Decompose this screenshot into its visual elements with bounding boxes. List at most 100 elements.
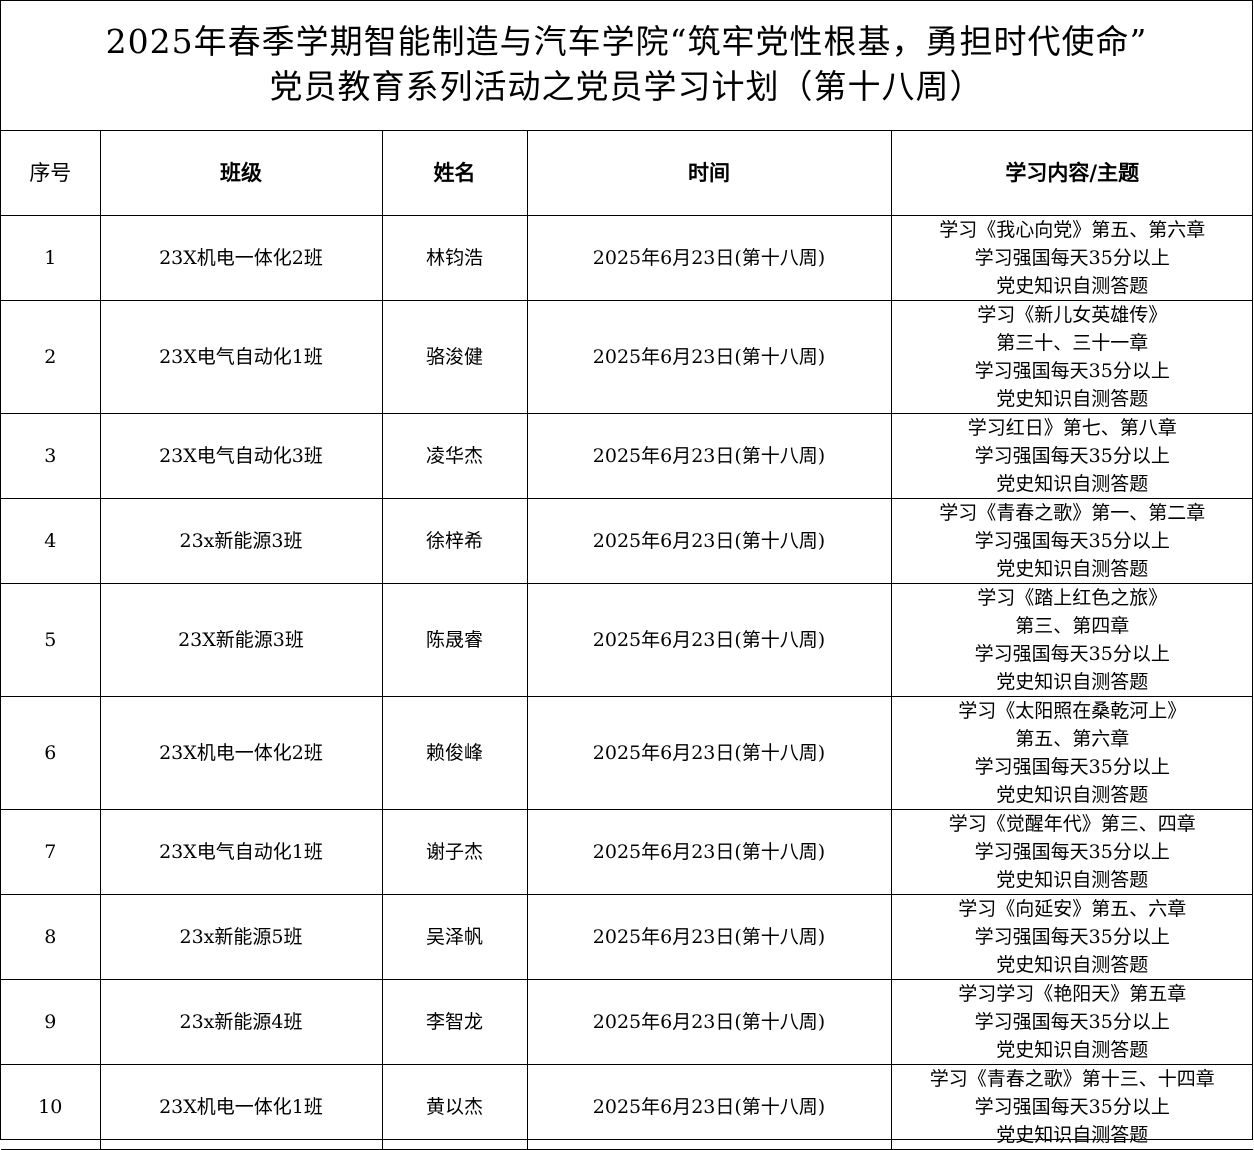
row-time: 2025年6月23日(第十八周) [526,696,892,810]
row-content: 学习《青春之歌》第十三、十四章 学习强国每天35分以上 党史知识自测答题 [890,1064,1253,1150]
row-number: 2 [1,300,101,414]
content-line: 学习《觉醒年代》第三、四章 [948,813,1196,835]
row-name: 黄以杰 [381,1064,528,1150]
row-time: 2025年6月23日(第十八周) [526,1064,892,1150]
row-content: 学习《我心向党》第五、第六章 学习强国每天35分以上 党史知识自测答题 [890,215,1253,301]
row-class: 23X机电一体化1班 [99,1064,383,1150]
content-line: 学习《向延安》第五、六章 [958,898,1187,920]
header-number: 序号 [1,131,101,216]
content-line: 党史知识自测答题 [996,1124,1149,1146]
row-time: 2025年6月23日(第十八周) [526,979,892,1065]
row-time: 2025年6月23日(第十八周) [526,498,892,584]
content-line: 学习强国每天35分以上 [974,643,1170,665]
row-class: 23X机电一体化2班 [99,215,383,301]
row-name: 赖俊峰 [381,696,528,810]
header-class: 班级 [99,131,383,216]
table-row: 2 23X电气自动化1班 骆浚健 2025年6月23日(第十八周) 学习《新儿女英雄传》… [1,300,1253,414]
row-class: 23X电气自动化1班 [99,300,383,414]
row-class: 23x新能源3班 [99,498,383,584]
content-line: 学习学习《艳阳天》第五章 [958,983,1187,1005]
row-number: 10 [1,1064,101,1150]
row-number: 3 [1,413,101,499]
content-line: 党史知识自测答题 [996,784,1149,806]
content-line: 学习强国每天35分以上 [974,530,1170,552]
title-line-2: 党员教育系列活动之党员学习计划（第十八周） [269,67,984,106]
row-content: 学习《新儿女英雄传》 第三十、三十一章 学习强国每天35分以上 党史知识自测答题 [890,300,1253,414]
row-number: 5 [1,583,101,697]
row-class: 23X机电一体化2班 [99,696,383,810]
content-line: 学习强国每天35分以上 [974,445,1170,467]
row-number: 9 [1,979,101,1065]
row-time: 2025年6月23日(第十八周) [526,300,892,414]
content-line: 党史知识自测答题 [996,1039,1149,1061]
table-row: 6 23X机电一体化2班 赖俊峰 2025年6月23日(第十八周) 学习《太阳照在桑乾河… [1,696,1253,810]
row-name: 谢子杰 [381,809,528,895]
header-name: 姓名 [381,131,528,216]
content-line: 学习强国每天35分以上 [974,841,1170,863]
row-content: 学习《踏上红色之旅》 第三、第四章学习强国每天35分以上 党史知识自测答题 [890,583,1253,697]
study-plan-table: 序号 班级 姓名 时间 学习内容/主题 1 23X机电一体化2班 林钧浩 2025年6… [1,131,1253,1150]
content-line: 学习《青春之歌》第十三、十四章 [929,1068,1215,1090]
row-time: 2025年6月23日(第十八周) [526,894,892,980]
content-line: 党史知识自测答题 [996,388,1149,410]
row-name: 李智龙 [381,979,528,1065]
table-row: 1 23X机电一体化2班 林钧浩 2025年6月23日(第十八周) 学习《我心向党》第五… [1,215,1253,301]
row-number: 4 [1,498,101,584]
title-line-1: 2025年春季学期智能制造与汽车学院“筑牢党性根基，勇担时代使命” [105,22,1148,61]
row-content: 学习《青春之歌》第一、第二章 学习强国每天35分以上 党史知识自测答题 [890,498,1253,584]
table-row: 4 23x新能源3班 徐梓希 2025年6月23日(第十八周) 学习《青春之歌》第一、第… [1,498,1253,584]
document-title: 2025年春季学期智能制造与汽车学院“筑牢党性根基，勇担时代使命” 党员教育系列… [1,1,1252,131]
row-time: 2025年6月23日(第十八周) [526,215,892,301]
content-line: 学习《新儿女英雄传》 [977,304,1168,326]
row-number: 8 [1,894,101,980]
content-line: 学习《踏上红色之旅》 [977,587,1168,609]
content-line: 党史知识自测答题 [996,275,1149,297]
table-row: 7 23X电气自动化1班 谢子杰 2025年6月23日(第十八周) 学习《觉醒年代》第三… [1,809,1253,895]
content-line: 党史知识自测答题 [996,671,1149,693]
content-line: 党史知识自测答题 [996,558,1149,580]
table-row: 5 23X新能源3班 陈晟睿 2025年6月23日(第十八周) 学习《踏上红色之旅》 第三… [1,583,1253,697]
content-line: 党史知识自测答题 [996,473,1149,495]
content-line: 学习强国每天35分以上 [974,360,1170,382]
table-row: 3 23X电气自动化3班 凌华杰 2025年6月23日(第十八周) 学习红日》第七、第八… [1,413,1253,499]
row-content: 学习学习《艳阳天》第五章 学习强国每天35分以上 党史知识自测答题 [890,979,1253,1065]
content-line: 第三十、三十一章 [996,332,1149,354]
row-content: 学习红日》第七、第八章 学习强国每天35分以上 党史知识自测答题 [890,413,1253,499]
content-line: 学习强国每天35分以上 [974,926,1170,948]
row-number: 1 [1,215,101,301]
table-row: 8 23x新能源5班 吴泽帆 2025年6月23日(第十八周) 学习《向延安》第五、六章… [1,894,1253,980]
row-name: 陈晟睿 [381,583,528,697]
row-name: 徐梓希 [381,498,528,584]
content-line: 学习强国每天35分以上 [974,1011,1170,1033]
content-line: 党史知识自测答题 [996,869,1149,891]
row-class: 23x新能源4班 [99,979,383,1065]
row-name: 林钧浩 [381,215,528,301]
header-content: 学习内容/主题 [890,131,1253,216]
content-line: 学习强国每天35分以上 [974,756,1170,778]
content-line: 学习《我心向党》第五、第六章 [939,219,1206,241]
row-number: 7 [1,809,101,895]
content-line: 学习《青春之歌》第一、第二章 [939,502,1206,524]
row-content: 学习《太阳照在桑乾河上》 第五、第六章 学习强国每天35分以上 党史知识自测答题 [890,696,1253,810]
content-line: 党史知识自测答题 [996,954,1149,976]
content-line: 学习强国每天35分以上 [974,1096,1170,1118]
row-class: 23x新能源5班 [99,894,383,980]
row-time: 2025年6月23日(第十八周) [526,809,892,895]
content-line: 学习强国每天35分以上 [974,247,1170,269]
content-line: 第三、第四章 [1015,615,1130,637]
row-number: 6 [1,696,101,810]
table-row: 9 23x新能源4班 李智龙 2025年6月23日(第十八周) 学习学习《艳阳天》第五章… [1,979,1253,1065]
row-class: 23X电气自动化3班 [99,413,383,499]
row-time: 2025年6月23日(第十八周) [526,413,892,499]
table-row: 10 23X机电一体化1班 黄以杰 2025年6月23日(第十八周) 学习《青春之歌》第… [1,1064,1253,1150]
content-line: 学习红日》第七、第八章 [967,417,1177,439]
content-line: 第五、第六章 [1015,728,1130,750]
row-content: 学习《觉醒年代》第三、四章 学习强国每天35分以上 党史知识自测答题 [890,809,1253,895]
row-name: 凌华杰 [381,413,528,499]
table-header-row: 序号 班级 姓名 时间 学习内容/主题 [1,131,1253,216]
row-class: 23X新能源3班 [99,583,383,697]
row-class: 23X电气自动化1班 [99,809,383,895]
header-time: 时间 [526,131,892,216]
row-content: 学习《向延安》第五、六章 学习强国每天35分以上 党史知识自测答题 [890,894,1253,980]
